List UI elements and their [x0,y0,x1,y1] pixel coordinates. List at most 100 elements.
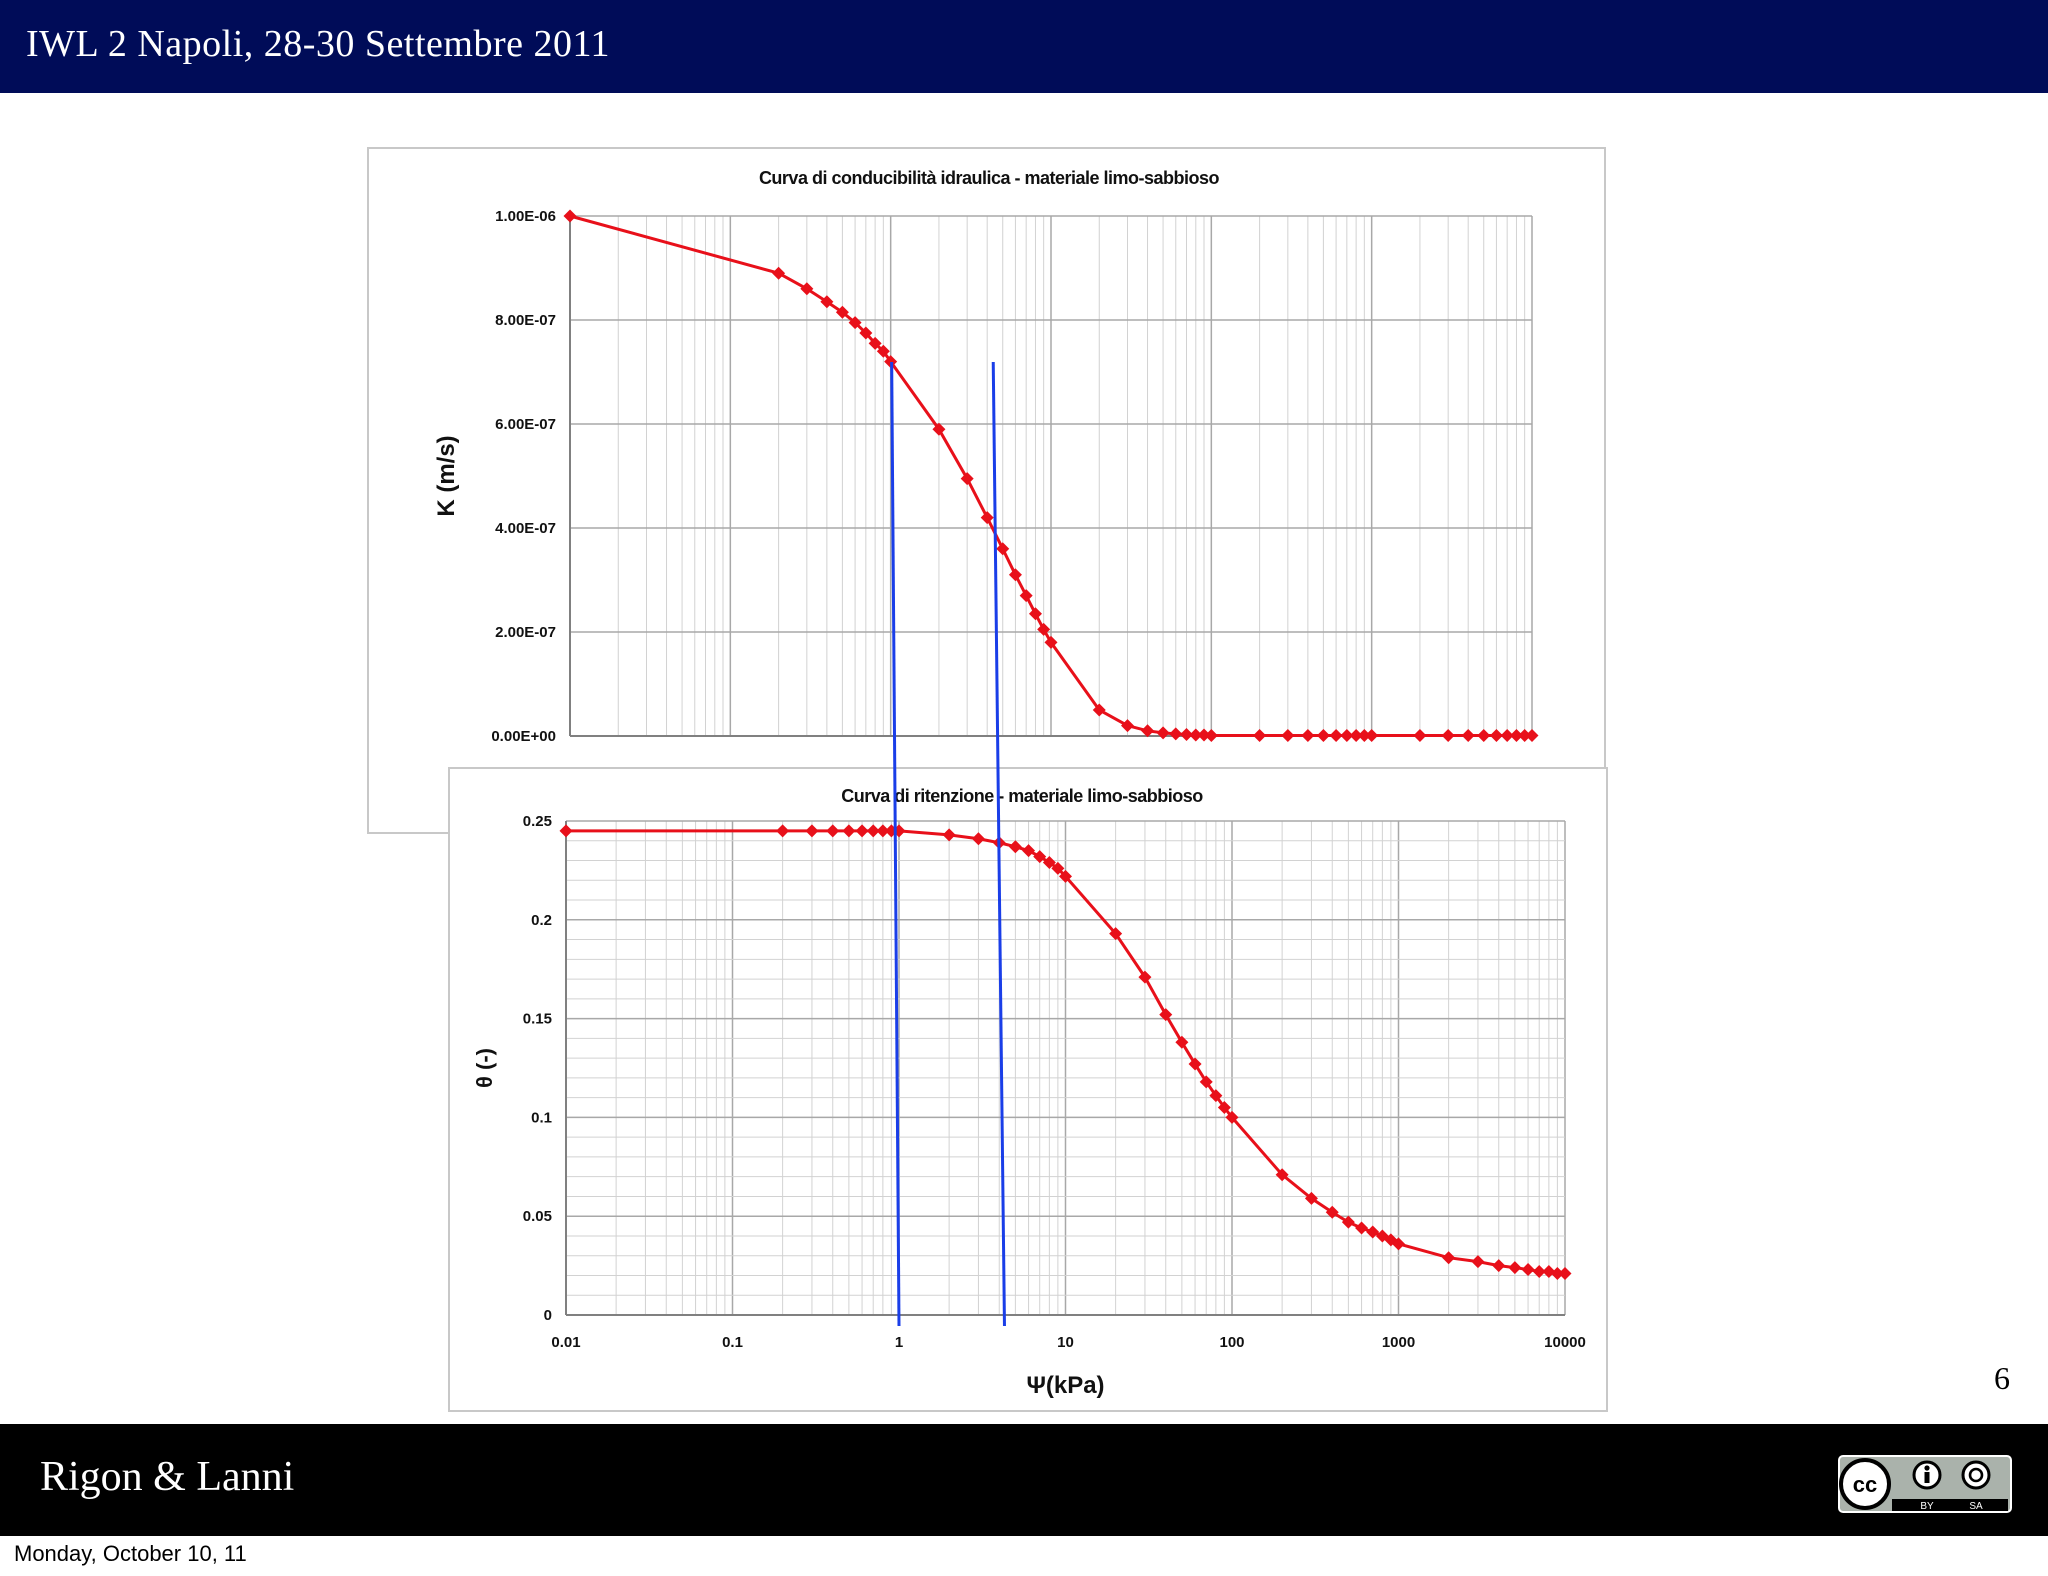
data-point [1120,719,1134,733]
chart-title: Curva di ritenzione - materiale limo-sab… [841,786,1203,806]
series-line [569,214,1532,737]
data-point [866,824,880,838]
data-point [1059,869,1072,883]
data-point [563,209,577,223]
x-tick-label: 1 [895,1334,903,1351]
data-point [996,542,1010,556]
x-tick-label: 0.1 [722,1334,743,1351]
data-point [1413,728,1427,742]
x-tick-label: 100 [1219,1334,1244,1351]
footer-authors: Rigon & Lanni [40,1454,295,1500]
data-point [1461,728,1475,742]
y-tick-label: 6.00E-07 [495,416,556,433]
data-point [835,305,849,319]
data-point [868,336,882,350]
data-point [1550,1267,1564,1281]
data-point [1159,1008,1173,1022]
data-point [842,824,856,838]
data-point [1169,727,1183,741]
y-axis-label: K (m/s) [433,435,460,516]
x-tick-label: 10 [1057,1334,1074,1351]
data-point [932,422,946,436]
data-point [1275,1168,1289,1182]
data-point [820,295,834,309]
data-point [876,344,890,358]
data-point [1492,1259,1506,1273]
data-point [1156,726,1170,740]
date-caption: Monday, October 10, 11 [14,1541,247,1566]
data-point [1028,607,1042,621]
data-point [1558,1267,1572,1281]
y-tick-label: 8.00E-07 [495,312,556,329]
data-point [559,824,573,838]
data-point [1179,727,1193,741]
data-point [1392,1237,1405,1251]
y-axis-label: θ (-) [472,1048,497,1088]
y-tick-label: 0.25 [523,813,552,830]
data-point [859,326,873,340]
chart-title: Curva di conducibilità idraulica - mater… [759,168,1220,188]
y-tick-label: 0.1 [531,1109,552,1126]
data-point [1008,840,1022,854]
data-point [1022,844,1036,858]
data-point [1500,728,1514,742]
x-tick-label: 1000 [1382,1334,1415,1351]
data-point [1329,728,1343,742]
data-point [1525,728,1539,742]
data-point [855,824,869,838]
data-point [1509,728,1523,742]
data-point [800,282,814,296]
data-point [1033,850,1047,864]
data-point [1316,728,1330,742]
data-point [776,824,790,838]
license-by-label: BY [1920,1501,1934,1512]
y-tick-label: 4.00E-07 [495,520,556,537]
data-point [1281,728,1295,742]
x-tick-label: 0.01 [551,1334,580,1351]
data-point [1521,1263,1535,1277]
cc-by-sa-license-badge[interactable]: cc BY SA [1838,1455,2012,1513]
data-point [1008,568,1022,582]
page-number: 6 [1994,1360,2010,1396]
data-point [1138,970,1152,984]
y-tick-label: 0.15 [523,1011,552,1028]
slide-title: IWL 2 Napoli, 28-30 Settembre 2011 [26,23,611,65]
data-point [1189,728,1203,742]
x-tick-label: 10000 [1544,1334,1586,1351]
data-point [1477,728,1491,742]
data-point [1357,728,1371,742]
data-point [1199,1075,1213,1089]
data-point [1175,1035,1189,1049]
data-point [1042,855,1056,869]
data-point [980,511,994,525]
data-point [992,836,1006,850]
license-sa-label: SA [1969,1501,1983,1512]
retention-chart-panel: 0 0.05 0.1 0.15 0.2 0.25 0.01 0.1 1 10 100 1000 1000… [448,767,1608,1412]
data-point [1366,1225,1380,1239]
share-alike-icon [1961,1460,1991,1490]
data-point [1542,1265,1556,1279]
data-point [1044,635,1058,649]
y-tick-label: 1.00E-06 [495,208,556,225]
y-tick-label: 0.05 [523,1208,552,1225]
data-point [960,472,974,486]
data-point [1518,728,1532,742]
data-point [1355,1221,1369,1235]
data-point [1325,1205,1339,1219]
data-point [805,824,819,838]
data-point [1141,724,1155,738]
y-tick-label: 0.2 [531,912,552,929]
data-point [876,824,890,838]
data-point [1253,728,1267,742]
data-point [1217,1101,1231,1115]
header-bar [0,0,2048,93]
data-point [826,824,840,838]
data-point [1489,728,1503,742]
data-point [1204,728,1218,742]
data-point [1301,728,1315,742]
data-point [1225,1110,1239,1124]
data-point [1188,1057,1202,1071]
data-point [848,316,862,330]
data-point [1197,728,1211,742]
data-point [1340,728,1354,742]
